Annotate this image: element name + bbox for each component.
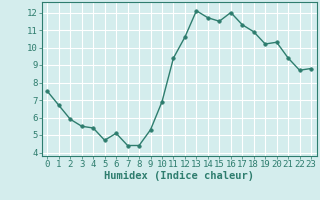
X-axis label: Humidex (Indice chaleur): Humidex (Indice chaleur) xyxy=(104,171,254,181)
